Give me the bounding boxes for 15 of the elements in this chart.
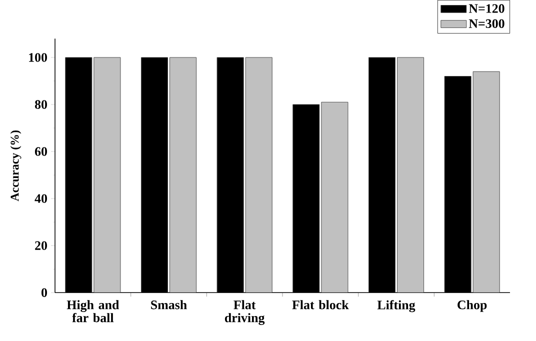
x-tick-label: Chop xyxy=(458,300,487,312)
y-tick-label: 60 xyxy=(34,147,47,156)
legend-label: N=300 xyxy=(468,19,504,28)
y-axis-title: Accuracy (%) xyxy=(10,130,22,202)
y-tick-label: 80 xyxy=(34,100,47,110)
y-tick-label: 0 xyxy=(42,288,47,298)
legend-label: N=120 xyxy=(468,4,504,14)
x-tick-label: Flat block xyxy=(292,300,349,310)
y-tick-label: 20 xyxy=(35,241,47,250)
x-tick-label: Lifting xyxy=(377,300,416,312)
x-tick-label: Flat driving xyxy=(224,300,265,326)
y-tick-label: 40 xyxy=(34,194,47,204)
x-tick-label: High and far ball xyxy=(66,300,120,322)
x-tick-label: Smash xyxy=(151,300,187,310)
y-tick-label: 100 xyxy=(29,53,47,62)
